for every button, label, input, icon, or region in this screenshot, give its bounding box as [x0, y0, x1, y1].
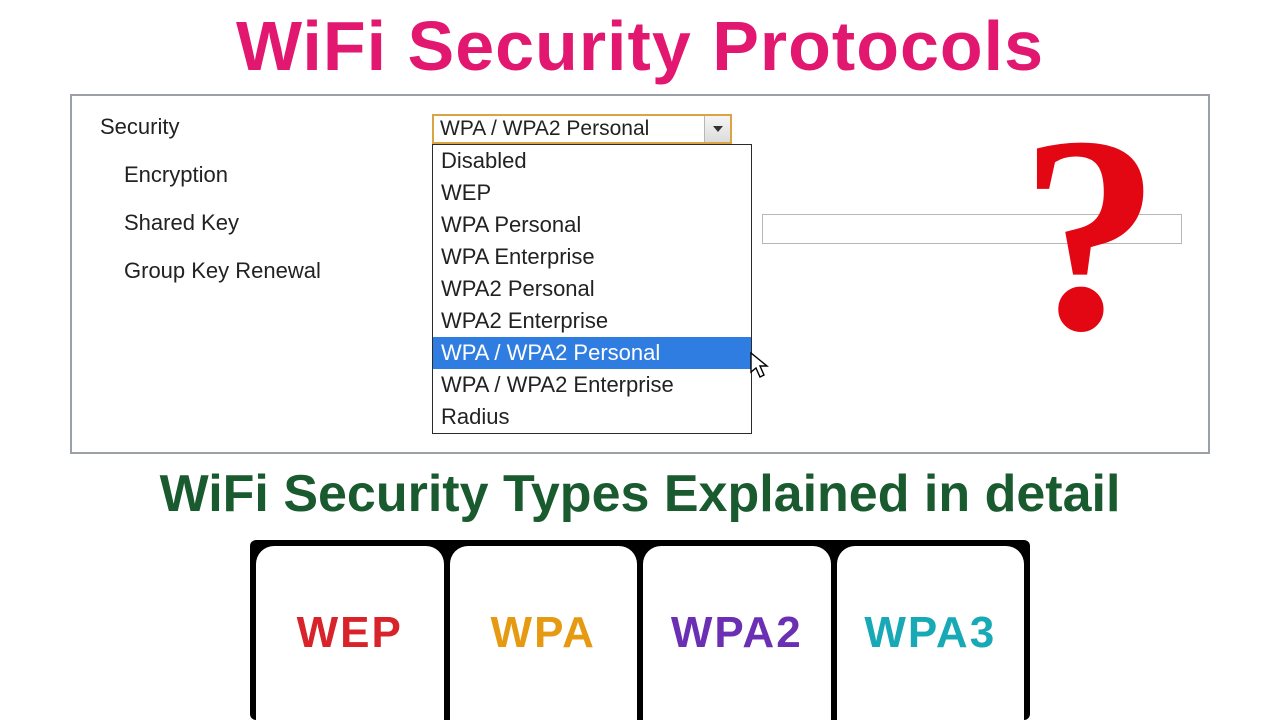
- title-text: WiFi Security Protocols: [236, 7, 1044, 85]
- dropdown-option[interactable]: WPA / WPA2 Personal: [433, 337, 751, 369]
- dropdown-option[interactable]: Radius: [433, 401, 751, 433]
- protocol-tab: WPA2: [643, 546, 831, 720]
- chevron-down-icon: [713, 126, 723, 132]
- dropdown-option[interactable]: WEP: [433, 177, 751, 209]
- dropdown-option[interactable]: Disabled: [433, 145, 751, 177]
- security-dropdown-list[interactable]: DisabledWEPWPA PersonalWPA EnterpriseWPA…: [432, 144, 752, 434]
- dropdown-option[interactable]: WPA Enterprise: [433, 241, 751, 273]
- question-mark-icon: ?: [1020, 108, 1160, 360]
- protocol-tabs: WEPWPAWPA2WPA3: [250, 540, 1030, 720]
- shared-key-label: Shared Key: [100, 212, 321, 234]
- cursor-icon: [750, 352, 772, 380]
- security-label: Security: [100, 116, 321, 138]
- group-key-label: Group Key Renewal: [100, 260, 321, 282]
- dropdown-option[interactable]: WPA / WPA2 Enterprise: [433, 369, 751, 401]
- dropdown-option[interactable]: WPA Personal: [433, 209, 751, 241]
- security-select[interactable]: WPA / WPA2 Personal: [432, 114, 732, 144]
- security-select-value: WPA / WPA2 Personal: [434, 117, 704, 141]
- dropdown-button[interactable]: [704, 116, 730, 142]
- dropdown-option[interactable]: WPA2 Enterprise: [433, 305, 751, 337]
- protocol-tab: WPA: [450, 546, 638, 720]
- encryption-label: Encryption: [100, 164, 321, 186]
- subtitle-text: WiFi Security Types Explained in detail: [160, 465, 1121, 523]
- form-labels: Security Encryption Shared Key Group Key…: [100, 116, 321, 308]
- page-title: WiFi Security Protocols: [0, 0, 1280, 86]
- subtitle: WiFi Security Types Explained in detail: [0, 464, 1280, 524]
- dropdown-option[interactable]: WPA2 Personal: [433, 273, 751, 305]
- protocol-tab: WEP: [256, 546, 444, 720]
- protocol-tab: WPA3: [837, 546, 1025, 720]
